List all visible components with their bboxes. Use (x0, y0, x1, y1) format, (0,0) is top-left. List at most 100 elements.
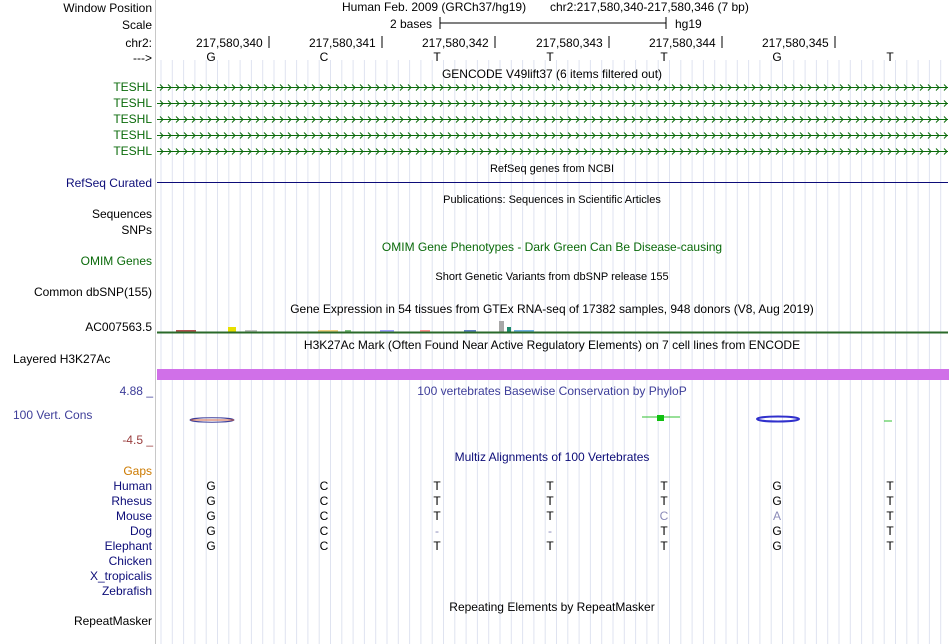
multiz-base: T (433, 494, 441, 508)
gencode-strand-arrow (471, 132, 476, 139)
gencode-strand-arrow (535, 148, 540, 155)
gencode-strand-arrow (847, 84, 852, 91)
ruler-ticks (268, 36, 836, 48)
multiz-base: C (319, 539, 329, 553)
gencode-strand-arrow (815, 100, 820, 107)
gencode-strand-arrow (471, 84, 476, 91)
gencode-strand-arrow (535, 100, 540, 107)
gencode-strand-arrow (647, 148, 652, 155)
gtex-track-title[interactable]: Gene Expression in 54 tissues from GTEx … (290, 302, 814, 316)
gencode-item-label[interactable]: TESHL (113, 80, 152, 94)
multiz-species-label[interactable]: Chicken (108, 554, 152, 568)
multiz-base: T (546, 494, 554, 508)
multiz-base: C (319, 509, 329, 523)
gencode-strand-arrow (591, 132, 596, 139)
gencode-strand-arrow (831, 132, 836, 139)
gencode-strand-arrow (567, 116, 572, 123)
phylop-track-label[interactable]: 100 Vert. Cons (13, 408, 93, 422)
gencode-strand-arrow (927, 100, 932, 107)
publications-snps-label[interactable]: SNPs (121, 223, 152, 237)
gtex-gene-label[interactable]: AC007563.5 (85, 320, 152, 334)
gencode-strand-arrow (607, 148, 612, 155)
multiz-track-title[interactable]: Multiz Alignments of 100 Vertebrates (454, 450, 650, 464)
gencode-strand-arrow (231, 132, 236, 139)
phylop-track-title[interactable]: 100 vertebrates Basewise Conservation by… (417, 384, 687, 398)
gencode-strand-arrow (415, 148, 420, 155)
h3k27ac-track-label[interactable]: Layered H3K27Ac (13, 352, 111, 366)
publications-sequences-label[interactable]: Sequences (91, 207, 152, 221)
gencode-strand-arrow (903, 84, 908, 91)
gencode-track-title[interactable]: GENCODE V49lift37 (6 items filtered out) (441, 67, 663, 81)
gencode-strand-arrow (895, 100, 900, 107)
multiz-species-label[interactable]: Rhesus (111, 494, 152, 508)
gencode-strand-arrow (623, 84, 628, 91)
gencode-strand-arrow (359, 116, 364, 123)
multiz-base: C (319, 494, 329, 508)
gencode-strand-arrow (423, 84, 428, 91)
gencode-strand-arrow (319, 84, 324, 91)
h3k27ac-track-title[interactable]: H3K27Ac Mark (Often Found Near Active Re… (303, 338, 801, 352)
gencode-strand-arrow (799, 116, 804, 123)
gencode-strand-arrow (175, 116, 180, 123)
gencode-item-label[interactable]: TESHL (113, 128, 152, 142)
multiz-species-label[interactable]: Zebrafish (101, 584, 152, 598)
gencode-strand-arrow (591, 116, 596, 123)
window-position[interactable]: chr2:217,580,340-217,580,346 (7 bp) (550, 0, 749, 14)
gencode-strand-arrow (487, 148, 492, 155)
multiz-gaps-label[interactable]: Gaps (123, 464, 152, 478)
refseq-track-label[interactable]: RefSeq Curated (65, 176, 152, 190)
gencode-strand-arrow (863, 84, 868, 91)
gencode-strand-arrow (199, 148, 204, 155)
gencode-strand-arrow (415, 84, 420, 91)
phylop-max-label: 4.88 _ (119, 384, 153, 398)
gencode-item-label[interactable]: TESHL (113, 112, 152, 126)
gencode-item-label[interactable]: TESHL (113, 144, 152, 158)
gencode-strand-arrow (847, 148, 852, 155)
omim-track-title[interactable]: OMIM Gene Phenotypes - Dark Green Can Be… (381, 240, 723, 254)
multiz-species-label[interactable]: Mouse (115, 509, 152, 523)
gencode-strand-arrow (351, 148, 356, 155)
gencode-strand-arrow (311, 84, 316, 91)
gencode-strand-arrow (943, 116, 948, 123)
gencode-strand-arrow (495, 132, 500, 139)
gencode-strand-arrow (735, 84, 740, 91)
gencode-strand-arrow (799, 100, 804, 107)
gencode-strand-arrow (175, 84, 180, 91)
dbsnp-track-label[interactable]: Common dbSNP(155) (33, 285, 152, 299)
publications-track-title[interactable]: Publications: Sequences in Scientific Ar… (443, 194, 661, 206)
multiz-base: T (660, 524, 668, 538)
gencode-strand-arrow (823, 132, 828, 139)
gencode-strand-arrow (807, 100, 812, 107)
multiz-species-label[interactable]: Elephant (104, 539, 152, 553)
refseq-track-title[interactable]: RefSeq genes from NCBI (489, 163, 615, 175)
omim-track-label[interactable]: OMIM Genes (80, 254, 152, 268)
repeatmasker-track-label[interactable]: RepeatMasker (73, 614, 152, 628)
multiz-species-label[interactable]: Dog (129, 524, 152, 538)
multiz-species-label[interactable]: Human (113, 479, 152, 493)
gencode-strand-arrow (423, 100, 428, 107)
gencode-strand-arrow (695, 132, 700, 139)
gencode-strand-arrow (927, 116, 932, 123)
gencode-strand-arrow (423, 132, 428, 139)
gencode-strand-arrow (391, 132, 396, 139)
dbsnp-track-title[interactable]: Short Genetic Variants from dbSNP releas… (435, 271, 669, 283)
gencode-strand-arrow (399, 84, 404, 91)
gencode-item-label[interactable]: TESHL (113, 96, 152, 110)
gencode-strand-arrow (599, 148, 604, 155)
gencode-strand-arrow (215, 116, 220, 123)
gencode-strand-arrow (639, 148, 644, 155)
gencode-strand-arrow (863, 100, 868, 107)
gencode-strand-arrow (535, 116, 540, 123)
multiz-species-label[interactable]: X_tropicalis (89, 569, 152, 583)
gencode-strand-arrow (679, 84, 684, 91)
gencode-strand-arrow (255, 84, 260, 91)
repeatmasker-track-title[interactable]: Repeating Elements by RepeatMasker (449, 600, 655, 614)
gencode-strand-arrow (495, 148, 500, 155)
gencode-strand-arrow (631, 84, 636, 91)
gencode-strand-arrow (215, 84, 220, 91)
